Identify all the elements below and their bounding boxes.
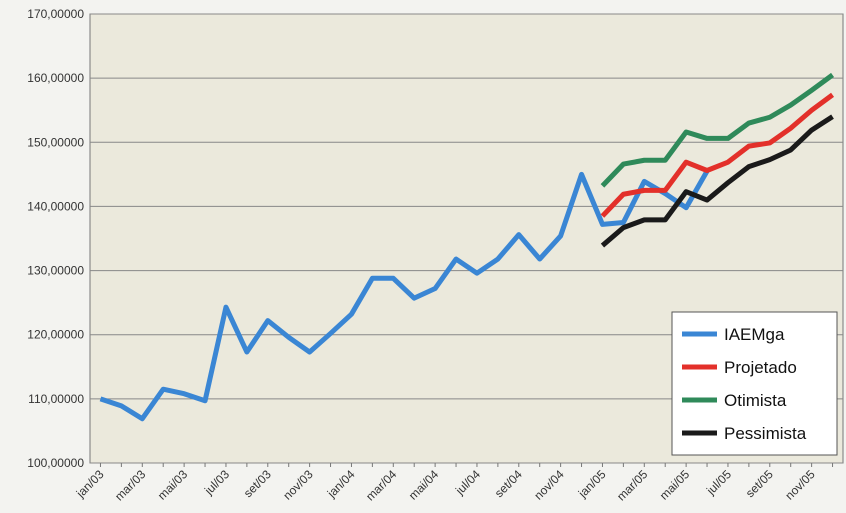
y-tick-label: 170,00000 [27, 7, 84, 21]
x-tick-label: jul/04 [452, 467, 483, 498]
x-tick-label: mar/04 [363, 467, 400, 504]
x-tick-label: set/05 [743, 467, 776, 500]
x-tick-label: mai/05 [657, 467, 693, 503]
y-tick-label: 100,00000 [27, 456, 84, 470]
legend: IAEMga Projetado Otimista Pessimista [671, 311, 838, 456]
y-tick-label: 110,00000 [28, 392, 84, 406]
x-tick-label: mar/03 [112, 467, 149, 504]
y-tick-label: 130,00000 [27, 264, 84, 278]
y-tick-label: 120,00000 [27, 328, 84, 342]
x-tick-label: mai/03 [155, 467, 191, 503]
y-tick-label: 140,00000 [27, 199, 84, 213]
legend-label: Otimista [724, 391, 787, 410]
x-tick-label: jan/04 [324, 467, 358, 501]
x-tick-label: nov/05 [782, 467, 818, 503]
x-tick-label: jan/03 [73, 467, 107, 501]
x-tick-label: set/04 [492, 467, 525, 500]
y-tick-label: 150,00000 [27, 135, 84, 149]
x-tick-label: mai/04 [406, 467, 442, 503]
y-tick-label: 160,00000 [27, 71, 84, 85]
x-tick-label: jul/03 [201, 467, 232, 498]
x-tick-label: set/03 [241, 467, 274, 500]
legend-label: IAEMga [724, 325, 785, 344]
x-tick-label: jan/05 [575, 467, 609, 501]
x-tick-label: mar/05 [614, 467, 651, 504]
series-line [600, 72, 835, 188]
series-line [600, 92, 835, 218]
legend-label: Projetado [724, 358, 797, 377]
x-tick-label: nov/03 [280, 467, 316, 503]
x-tick-label: nov/04 [531, 467, 567, 503]
x-tick-label: jul/05 [703, 467, 734, 498]
series-line [600, 114, 834, 248]
series-line [99, 169, 710, 422]
legend-label: Pessimista [724, 424, 807, 443]
